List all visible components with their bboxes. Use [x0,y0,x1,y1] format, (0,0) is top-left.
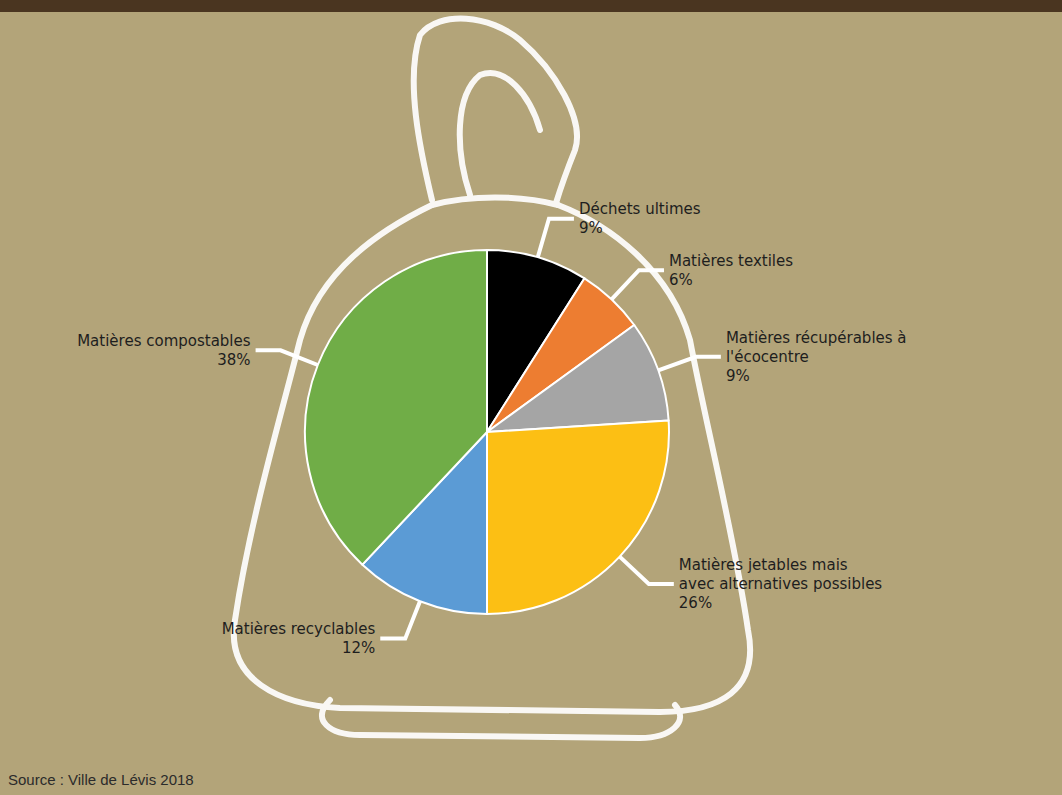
svg-text:Matières recyclables: Matières recyclables [222,620,376,638]
svg-text:Matières récupérables à: Matières récupérables à [726,329,911,347]
svg-text:9%: 9% [579,219,603,237]
svg-text:Déchets ultimes: Déchets ultimes [579,200,701,218]
svg-text:26%: 26% [679,594,712,612]
svg-text:avec alternatives possibles: avec alternatives possibles [679,575,883,593]
svg-text:Source : Ville de Lévis 2018: Source : Ville de Lévis 2018 [8,771,194,788]
svg-text:9%: 9% [726,367,750,385]
svg-text:Matières compostables: Matières compostables [77,332,251,350]
svg-text:12%: 12% [342,639,375,657]
svg-text:Matières jetables mais: Matières jetables mais [679,556,853,574]
svg-text:l'écocentre: l'écocentre [726,348,809,366]
svg-text:38%: 38% [217,351,250,369]
svg-text:Matières textiles: Matières textiles [669,252,793,270]
svg-text:6%: 6% [669,271,693,289]
